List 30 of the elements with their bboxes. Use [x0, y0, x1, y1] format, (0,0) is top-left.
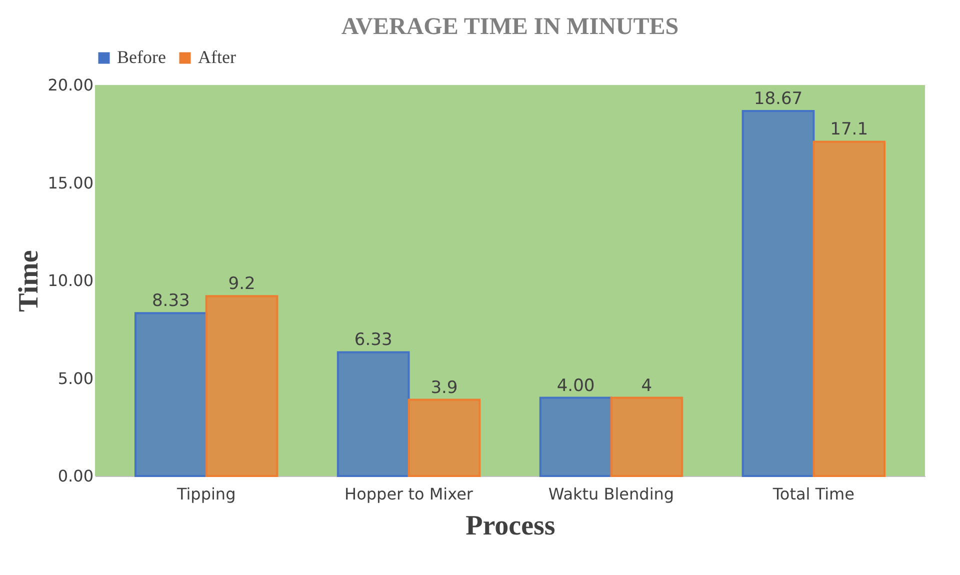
y-tick-label: 10.00	[48, 271, 94, 290]
y-tick-label: 5.00	[58, 368, 94, 388]
bar	[812, 140, 886, 477]
y-tick-label: 20.00	[48, 76, 94, 94]
data-label: 4	[641, 376, 652, 396]
bar	[134, 312, 208, 477]
bar	[610, 396, 684, 477]
y-tick-label: 15.00	[48, 173, 94, 192]
y-axis-title: Time	[14, 250, 45, 312]
x-tick-label: Tipping	[176, 484, 236, 504]
data-label: 9.2	[228, 274, 256, 294]
bar	[742, 110, 815, 477]
chart-title: AVERAGE TIME IN MINUTES	[341, 14, 679, 40]
x-tick-label: Waktu Blending	[548, 484, 674, 504]
bar	[539, 396, 612, 477]
x-tick-label: Total Time	[772, 484, 854, 504]
data-label: 17.1	[830, 120, 868, 140]
y-tick-label: 0.00	[58, 466, 94, 486]
data-label: 4.00	[556, 376, 595, 396]
bar	[205, 295, 278, 477]
data-label: 3.9	[430, 378, 458, 398]
data-label: 18.67	[754, 89, 803, 109]
data-label: 6.33	[354, 330, 392, 350]
bar	[336, 351, 410, 477]
bar	[408, 398, 481, 477]
legend-label: Before	[117, 47, 166, 67]
x-tick-label: Hopper to Mixer	[344, 484, 474, 504]
x-axis-title: Process	[466, 510, 556, 542]
legend-label: After	[198, 47, 236, 67]
data-label: 8.33	[152, 291, 190, 312]
